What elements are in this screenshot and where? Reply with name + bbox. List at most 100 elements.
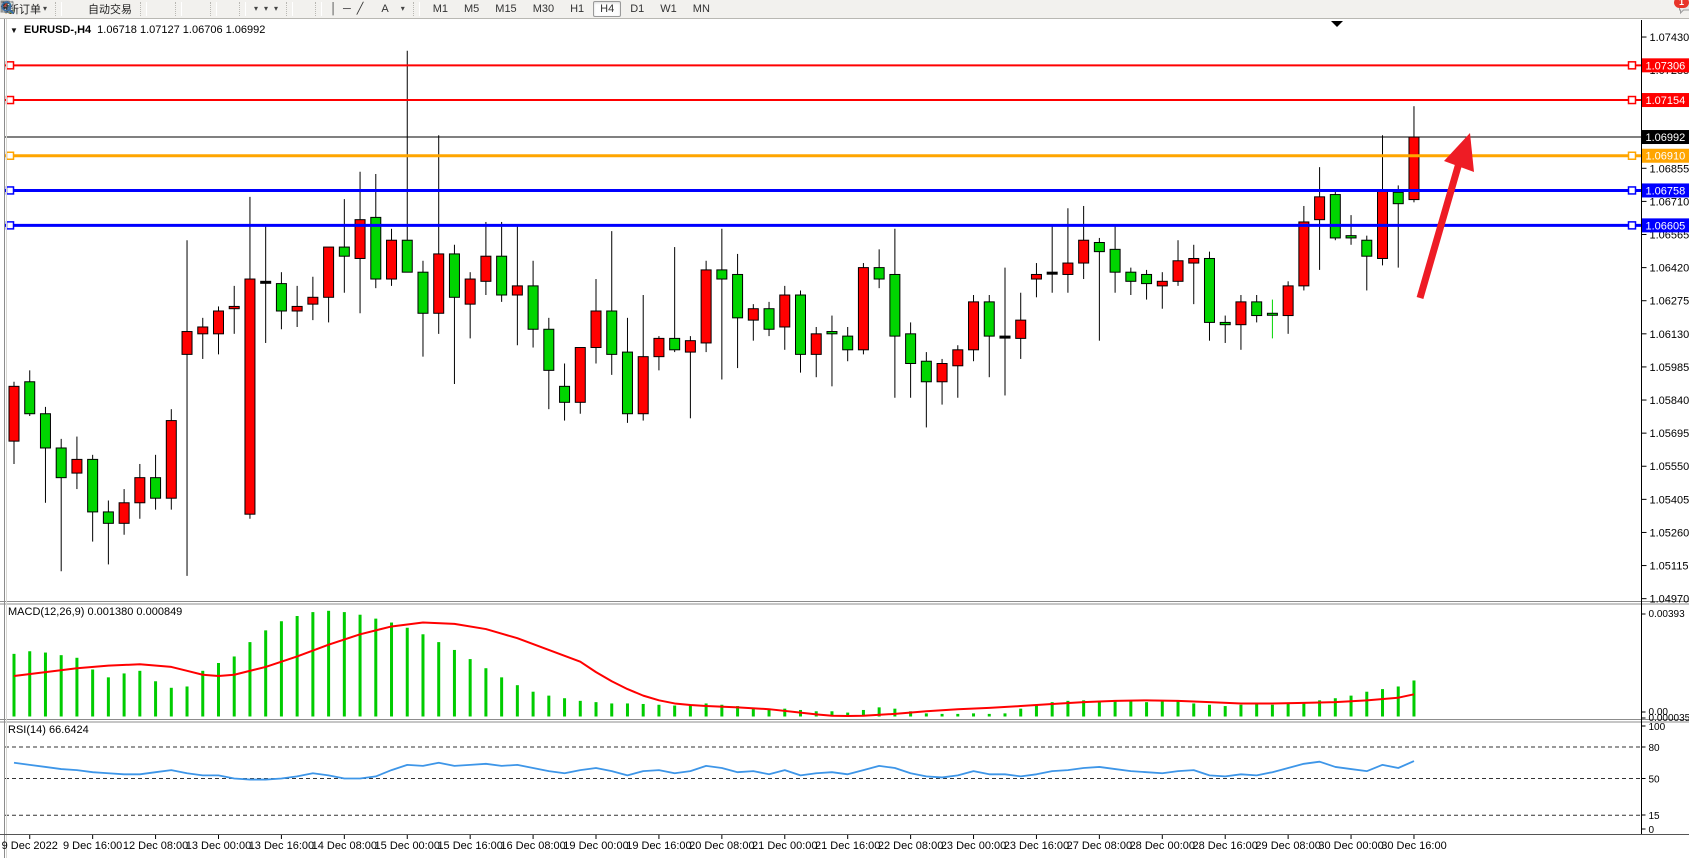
- chart-title-bar[interactable]: ▼ EURUSD-,H4 1.06718 1.07127 1.06706 1.0…: [10, 24, 265, 36]
- toolbar-separator: [175, 2, 183, 16]
- candle-body: [999, 335, 1011, 339]
- macd-histogram-bar: [1239, 704, 1243, 717]
- price-line-label-box: [1642, 183, 1689, 198]
- timeframe-button-m15[interactable]: M15: [495, 3, 517, 15]
- svg-text:0.00393: 0.00393: [1649, 609, 1686, 620]
- macd-histogram-bar: [75, 657, 79, 717]
- toolbar-separator: [239, 2, 247, 16]
- macd-histogram-bar: [1381, 689, 1385, 717]
- hline-handle[interactable]: [5, 221, 15, 230]
- candle-body: [1093, 242, 1105, 253]
- svg-text:1.06855: 1.06855: [1650, 163, 1689, 175]
- arrow-objects-button[interactable]: ▾: [3, 1, 408, 18]
- chart-shift-marker[interactable]: [1331, 21, 1343, 27]
- price-line-label-box: [1642, 93, 1689, 108]
- chart-background: [0, 18, 1689, 858]
- macd-histogram-bar: [1003, 713, 1007, 717]
- cursor-tool-button[interactable]: [2, 0, 304, 18]
- horizontal-line-tool-button[interactable]: ─: [342, 2, 351, 15]
- svg-text:9 Dec 2022: 9 Dec 2022: [2, 840, 58, 852]
- candle-body: [417, 271, 429, 314]
- svg-text:15 Dec 00:00: 15 Dec 00:00: [375, 840, 440, 852]
- svg-text:1.06710: 1.06710: [1650, 196, 1689, 208]
- candle-body: [653, 337, 665, 358]
- svg-text:23 Dec 00:00: 23 Dec 00:00: [941, 840, 1006, 852]
- svg-text:23 Dec 16:00: 23 Dec 16:00: [1004, 840, 1069, 852]
- candle-body: [87, 458, 99, 513]
- macd-histogram-bar: [767, 709, 771, 717]
- candle-body: [118, 502, 130, 524]
- hline-handle[interactable]: [5, 95, 15, 105]
- symbol-dropdown-icon[interactable]: ▼: [10, 25, 18, 35]
- timeframe-button-w1[interactable]: W1: [660, 3, 677, 15]
- svg-text:1.05695: 1.05695: [1650, 428, 1689, 440]
- macd-histogram-bar: [421, 634, 425, 717]
- svg-text:21 Dec 00:00: 21 Dec 00:00: [752, 840, 817, 852]
- vertical-line-tool-button[interactable]: │: [330, 2, 337, 15]
- candle-body: [1266, 312, 1278, 316]
- hline-handle[interactable]: [5, 61, 15, 70]
- candle-body: [1125, 271, 1137, 282]
- hline-handle[interactable]: [5, 151, 15, 160]
- timeframe-button-d1[interactable]: D1: [630, 3, 645, 15]
- timeframe-button-m30[interactable]: M30: [532, 3, 555, 15]
- search-button[interactable]: [1, 1, 1671, 18]
- macd-histogram-bar: [327, 610, 331, 717]
- notifications-button[interactable]: 1: [1674, 0, 1689, 18]
- svg-text:12 Dec 08:00: 12 Dec 08:00: [123, 840, 188, 852]
- arrow-objects-icon: [3, 2, 11, 11]
- hline-handle[interactable]: [1627, 95, 1637, 105]
- hline-handle[interactable]: [1627, 151, 1637, 160]
- macd-values: 0.001380 0.000849: [87, 606, 183, 618]
- candle-body: [936, 363, 948, 383]
- candle-body: [1188, 257, 1200, 264]
- macd-histogram-bar: [515, 685, 519, 717]
- candle-body: [795, 294, 806, 355]
- candle-body: [24, 381, 36, 415]
- candle-body: [637, 356, 649, 415]
- macd-histogram-bar: [1270, 704, 1274, 717]
- svg-text:1.06758: 1.06758: [1646, 185, 1686, 197]
- svg-text:19 Dec 00:00: 19 Dec 00:00: [563, 840, 628, 852]
- candle-body: [826, 331, 838, 335]
- trendline-tool-button[interactable]: ╱: [356, 2, 364, 15]
- candle-body: [1361, 239, 1373, 257]
- hline-handle[interactable]: [1627, 221, 1637, 230]
- hline-handle[interactable]: [1627, 61, 1637, 70]
- timeframe-button-mn[interactable]: MN: [692, 3, 710, 15]
- timeframe-button-m1[interactable]: M1: [432, 3, 448, 15]
- svg-text:1.07154: 1.07154: [1646, 95, 1686, 107]
- trend-arrow-head[interactable]: [1444, 133, 1474, 172]
- macd-histogram-bar: [264, 630, 268, 717]
- timeframe-button-m5[interactable]: M5: [464, 3, 480, 15]
- macd-histogram-bar: [1050, 702, 1054, 717]
- macd-histogram-bar: [468, 659, 472, 717]
- candle-body: [228, 305, 240, 310]
- macd-histogram-bar: [201, 670, 205, 717]
- trend-arrow-annotation[interactable]: [1416, 162, 1463, 299]
- candle-body: [527, 285, 539, 330]
- svg-text:15 Dec 16:00: 15 Dec 16:00: [437, 840, 502, 852]
- notification-badge: 1: [1674, 0, 1689, 8]
- macd-histogram-bar: [169, 687, 173, 717]
- period-caret-icon: ▾: [264, 4, 269, 13]
- candle-body: [275, 283, 287, 312]
- macd-histogram-bar: [547, 695, 551, 717]
- macd-histogram-bar: [1333, 698, 1337, 717]
- macd-histogram-bar: [1412, 680, 1416, 717]
- macd-histogram-bar: [1396, 686, 1400, 717]
- macd-histogram-bar: [720, 704, 724, 717]
- svg-text:21 Dec 16:00: 21 Dec 16:00: [815, 840, 880, 852]
- new-order-label: 新订单: [8, 4, 41, 16]
- hline-handle[interactable]: [5, 186, 15, 195]
- toolbar-separator: [140, 2, 148, 16]
- hline-handle[interactable]: [1627, 186, 1637, 195]
- candle-body: [1298, 221, 1310, 287]
- timeframe-button-h1[interactable]: H1: [570, 3, 585, 15]
- svg-text:1.06910: 1.06910: [1646, 151, 1686, 163]
- text-tool-button[interactable]: A: [381, 2, 389, 15]
- macd-histogram-bar: [1302, 702, 1306, 717]
- rsi-value: 66.6424: [48, 724, 89, 736]
- timeframe-button-h4[interactable]: H4: [593, 1, 622, 17]
